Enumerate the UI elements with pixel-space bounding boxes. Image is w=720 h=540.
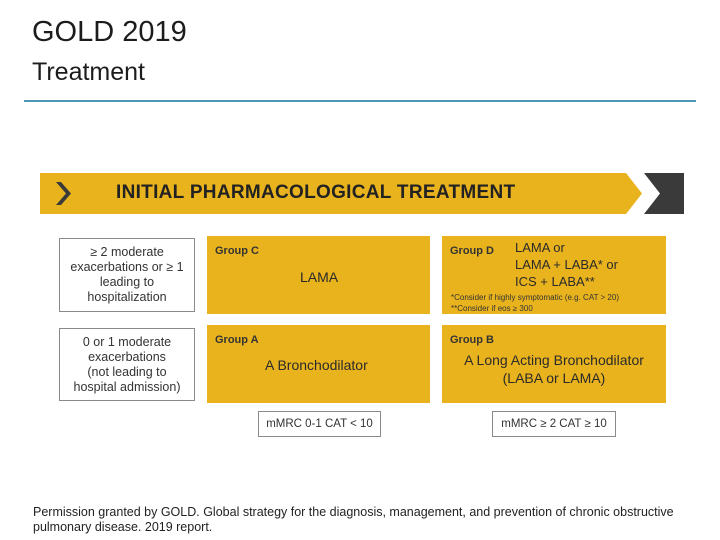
group-a-treatment: A Bronchodilator [265,357,368,373]
criteria-line: ≥ 2 moderate [90,245,164,259]
banner-title: INITIAL PHARMACOLOGICAL TREATMENT [116,182,516,203]
group-b-label: Group B [450,334,494,346]
symptom-criteria-low: mMRC 0-1 CAT < 10 [258,411,381,437]
page-subtitle: Treatment [32,58,146,86]
group-d-box: Group D LAMA or LAMA + LABA* or ICS + LA… [442,236,666,314]
group-b-treatment: A Long Acting Bronchodilator (LABA or LA… [456,351,652,387]
criteria-low-exacerbation: 0 or 1 moderate exacerbations (not leadi… [59,328,195,401]
criteria-line: 0 or 1 moderate [82,334,172,349]
title-divider [24,100,696,102]
treatment-banner: INITIAL PHARMACOLOGICAL TREATMENT [40,173,684,214]
group-d-treatment: LAMA or LAMA + LABA* or ICS + LABA** [515,239,618,290]
permission-footnote: Permission granted by GOLD. Global strat… [33,505,674,534]
group-d-notes: *Consider if highly symptomatic (e.g. CA… [451,292,619,314]
criteria-high-exacerbation: ≥ 2 moderate exacerbations or ≥ 1 leadin… [59,238,195,312]
banner-arrow-shape [40,173,684,214]
treatment-line: (LABA or LAMA) [502,370,606,386]
footnote: **Consider if eos ≥ 300 [451,304,533,313]
group-d-label: Group D [450,245,494,257]
treatment-line: LAMA + LABA* or [515,257,618,272]
criteria-line: hospitalization [87,290,167,304]
banner-chevron-icon [56,182,71,205]
criteria-line: exacerbations [88,349,166,364]
group-c-label: Group C [215,245,259,257]
page-title: GOLD 2019 [32,16,187,48]
group-c-box: Group C LAMA [207,236,430,314]
criteria-line: hospital admission) [73,379,181,394]
symptom-criteria-high: mMRC ≥ 2 CAT ≥ 10 [492,411,616,437]
criteria-line: (not leading to [87,364,167,379]
treatment-line: LAMA or [515,240,565,255]
group-c-treatment: LAMA [300,269,339,285]
criteria-line: exacerbations or ≥ 1 [70,260,184,274]
group-b-box: Group B A Long Acting Bronchodilator (LA… [442,325,666,403]
footnote: *Consider if highly symptomatic (e.g. CA… [451,293,619,302]
treatment-line: ICS + LABA** [515,274,595,289]
group-a-label: Group A [215,334,259,346]
group-a-box: Group A A Bronchodilator [207,325,430,403]
criteria-line: leading to [99,275,155,289]
treatment-line: A Long Acting Bronchodilator [464,352,644,368]
